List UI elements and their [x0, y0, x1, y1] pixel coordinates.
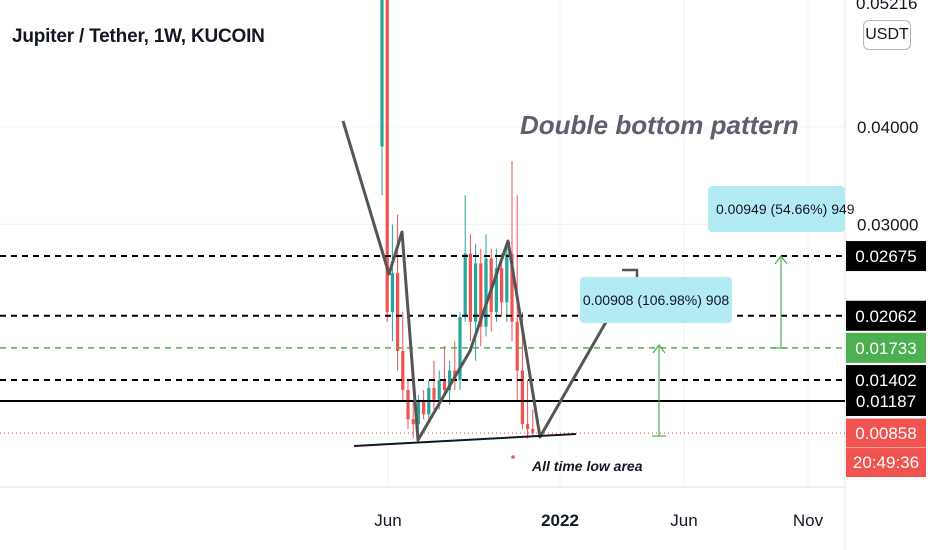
measure-arrow-2-head [774, 255, 788, 265]
y-tick-label: 0.04000 [857, 118, 918, 137]
support-line [353, 433, 577, 447]
candle-body [463, 253, 467, 317]
price-badge-label: 0.01187 [856, 392, 916, 411]
price-badge [846, 332, 926, 363]
candle-body [510, 253, 514, 322]
chart-title: Jupiter / Tether, 1W, KUCOIN [12, 26, 265, 47]
marker-dot [511, 455, 515, 459]
pattern-drawings: 0.00908 (106.98%) 908 0.00949 (54.66%) 94… [341, 120, 855, 459]
y-tick-label: 0.03000 [857, 215, 918, 234]
candle-body [432, 388, 436, 400]
measure-1-label: 0.00908 (106.98%) 908 [583, 292, 730, 308]
measure-2-box [708, 186, 845, 232]
grid [0, 0, 846, 550]
candle-body [531, 428, 535, 433]
candle-body [396, 273, 400, 352]
x-tick-label: Jun [374, 511, 401, 530]
candle-body [416, 401, 420, 425]
candle-body [385, 0, 389, 313]
candle-body [380, 0, 384, 147]
price-badge [846, 241, 926, 272]
x-tick-label: Nov [793, 511, 824, 530]
candle-body [448, 370, 452, 390]
candle-body [500, 268, 504, 303]
x-tick-label: Jun [670, 511, 697, 530]
price-badge-label: 0.01402 [855, 371, 916, 390]
price-badge [846, 300, 926, 331]
price-badge-label: 0.02062 [855, 307, 916, 326]
candle-body [479, 263, 483, 327]
x-tick-label: 2022 [541, 511, 579, 530]
candle-body [442, 380, 446, 390]
candle-body [422, 401, 426, 415]
candle-body [390, 273, 394, 313]
candle-body [526, 424, 530, 429]
candle-body [505, 253, 509, 303]
candle-body [520, 370, 524, 425]
candle-body [458, 316, 462, 381]
price-axis: 0.04000 0.03000 0.02675 0.02062 0.01733 0.014… [846, 118, 926, 478]
candle-body [401, 351, 405, 390]
candle-body [484, 258, 488, 327]
time-axis: Jun 2022 Jun Nov [374, 511, 823, 530]
candle-body [437, 380, 441, 400]
candle-body [468, 253, 472, 322]
candle-body [406, 389, 410, 420]
price-badge [846, 386, 926, 416]
pattern-annotation: Double bottom pattern [520, 110, 799, 140]
price-badge-label: 0.02675 [855, 247, 916, 266]
w-pattern-line [341, 120, 630, 442]
price-badge-label: 0.00858 [855, 424, 916, 443]
low-area-annotation: All time low area [531, 458, 643, 474]
candle-body [494, 268, 498, 313]
w-pattern-arrowhead [622, 268, 639, 279]
currency-button[interactable]: USDT [863, 20, 911, 50]
candle-body [515, 321, 519, 371]
price-badge-label: 0.01733 [855, 339, 916, 358]
measure-1-box [580, 277, 732, 323]
countdown-label: 20:49:36 [853, 453, 919, 472]
candle-body [474, 263, 478, 322]
measure-arrow-1-head [652, 344, 666, 354]
top-price-label: 0.05216 [856, 0, 918, 13]
candle-body [411, 419, 415, 425]
price-badge [846, 418, 926, 448]
countdown-badge [846, 448, 926, 478]
measure-2-label: 0.00949 (54.66%) 949 [716, 201, 855, 217]
